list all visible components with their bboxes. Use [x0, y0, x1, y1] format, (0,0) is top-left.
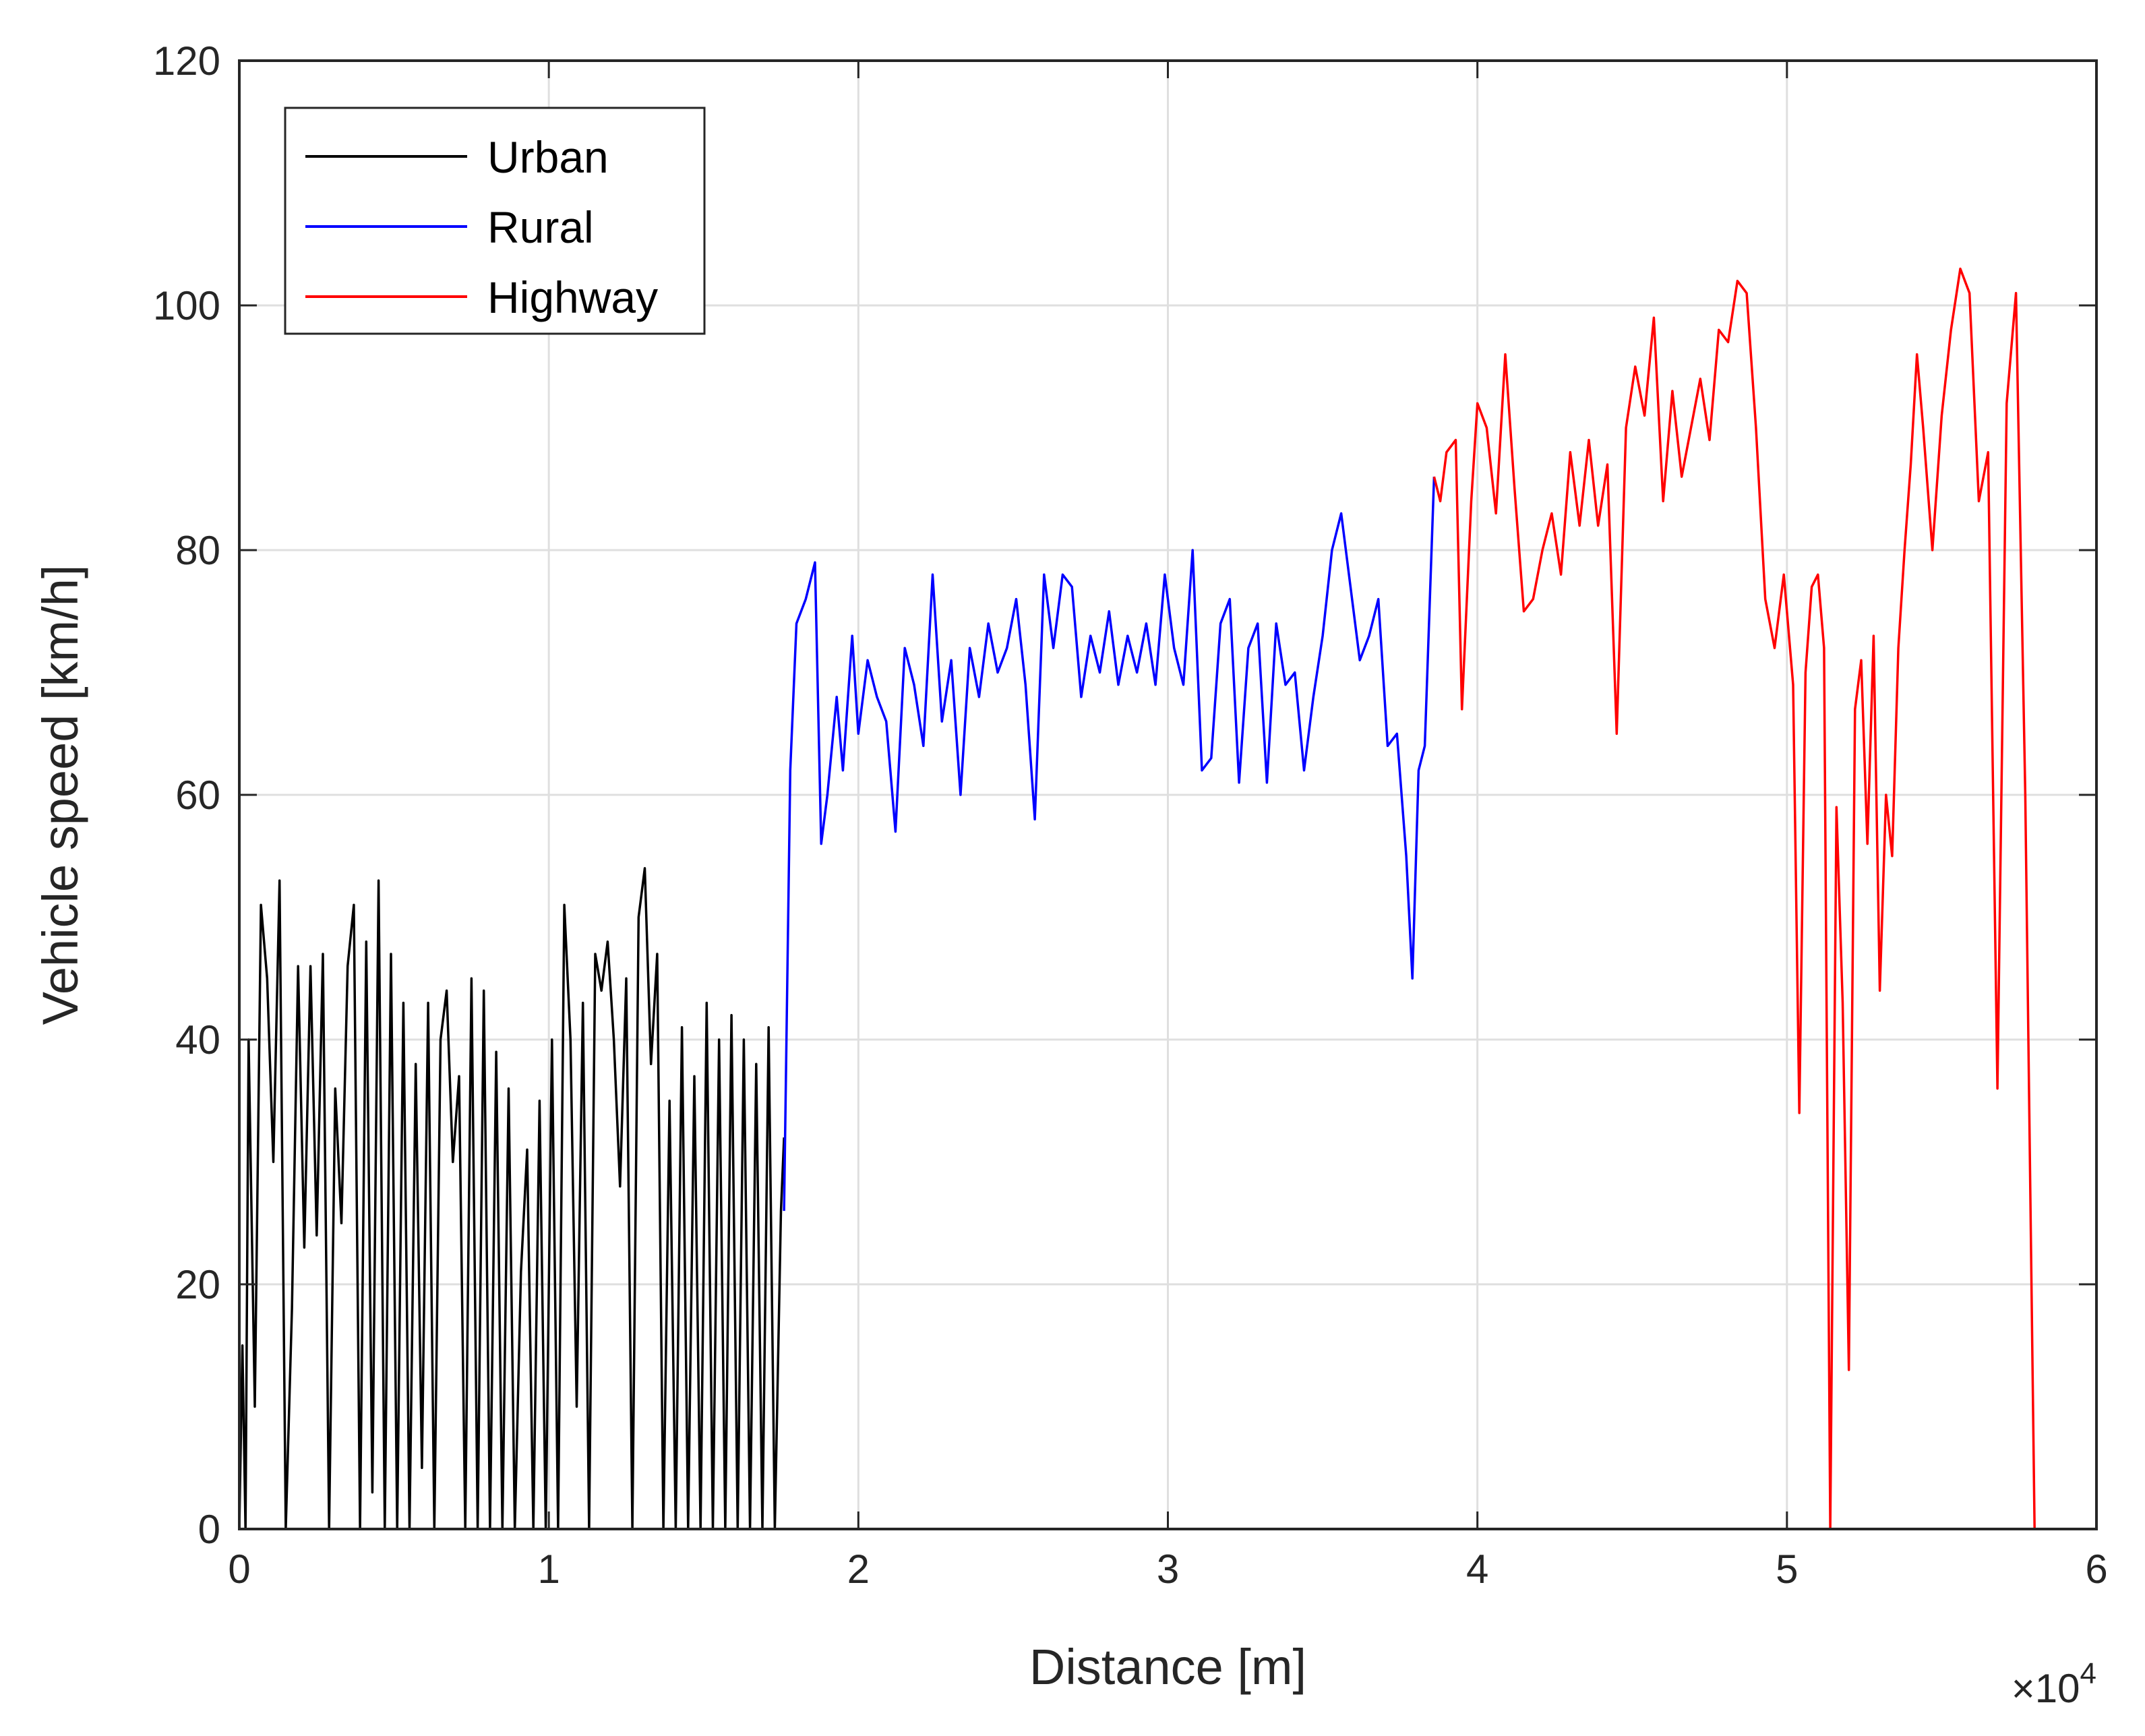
legend-label-urban: Urban	[487, 132, 609, 182]
y-tick-label: 20	[175, 1262, 220, 1307]
y-tick-label: 80	[175, 528, 220, 573]
y-axis-title: Vehicle speed [km/h]	[32, 565, 88, 1025]
x-tick-label: 4	[1466, 1547, 1488, 1592]
x-multiplier-exponent: 4	[2080, 1657, 2096, 1690]
series-line-highway	[1432, 267, 2069, 1530]
y-tick-label: 100	[153, 283, 220, 328]
x-tick-label: 5	[1776, 1547, 1798, 1592]
x-tick-label: 3	[1157, 1547, 1179, 1592]
tick-marks	[238, 59, 2098, 1530]
legend-label-highway: Highway	[487, 272, 658, 322]
y-tick-label: 120	[153, 38, 220, 84]
x-multiplier-prefix: ×10	[2012, 1666, 2080, 1711]
legend-label-rural: Rural	[487, 202, 594, 252]
y-tick-label: 0	[198, 1507, 220, 1552]
x-tick-label: 2	[847, 1547, 870, 1592]
x-tick-label: 1	[537, 1547, 560, 1592]
series-layer	[238, 267, 2069, 1530]
series-line-rural	[783, 477, 1436, 1211]
x-axis-title: Distance [m]	[1029, 1639, 1306, 1695]
y-tick-label: 40	[175, 1017, 220, 1062]
y-tick-label: 60	[175, 773, 220, 818]
legend: Urban Rural Highway	[284, 107, 706, 335]
series-line-urban	[238, 867, 785, 1530]
x-tick-label: 0	[228, 1547, 250, 1592]
x-tick-label: 6	[2085, 1547, 2107, 1592]
x-axis-multiplier: ×104	[2012, 1657, 2096, 1711]
